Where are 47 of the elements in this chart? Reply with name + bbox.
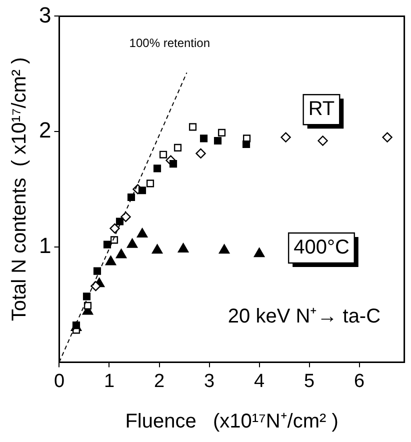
point xyxy=(169,160,178,168)
point xyxy=(110,223,120,234)
point xyxy=(126,238,138,248)
x-tick-label: 6 xyxy=(354,370,365,392)
point xyxy=(138,186,146,194)
point xyxy=(146,180,154,188)
x-axis-title: Fluence (x10¹⁷N⁺/cm² ) xyxy=(125,410,338,433)
y-tick-label: 1 xyxy=(38,232,52,258)
x-tick-label: 2 xyxy=(154,370,165,392)
x-tick-label: 5 xyxy=(304,370,315,392)
point xyxy=(254,248,265,258)
point xyxy=(178,243,189,253)
point xyxy=(90,280,101,292)
point xyxy=(116,218,124,226)
point xyxy=(84,302,92,310)
point xyxy=(105,256,116,266)
x-tick-label: 4 xyxy=(254,370,265,392)
point xyxy=(159,150,168,158)
point xyxy=(318,136,328,146)
y-tick-label: 3 xyxy=(38,2,52,28)
x-tick-label: 0 xyxy=(54,370,65,392)
point xyxy=(152,244,163,254)
annotation: 20 keV N⁺→ ta-C xyxy=(228,306,381,328)
point xyxy=(103,240,112,248)
point xyxy=(196,148,206,159)
y-axis-title: Total N contents ( x10¹⁷/cm² ) xyxy=(8,57,31,322)
annotation: 100% retention xyxy=(129,36,210,50)
annotation: RT xyxy=(308,98,335,120)
point xyxy=(174,144,182,152)
point xyxy=(382,132,392,142)
y-tick-label: 2 xyxy=(38,118,52,143)
point xyxy=(136,228,148,238)
point xyxy=(200,134,208,142)
x-tick-label: 1 xyxy=(104,370,115,392)
point xyxy=(82,292,91,300)
point xyxy=(242,140,250,148)
point xyxy=(153,164,162,172)
point xyxy=(188,123,197,131)
x-tick-label: 3 xyxy=(204,370,215,392)
point xyxy=(93,267,102,275)
point xyxy=(116,248,127,258)
point xyxy=(214,136,222,145)
point xyxy=(280,132,291,142)
point xyxy=(218,244,230,254)
point xyxy=(127,193,136,202)
annotation: 400°C xyxy=(294,236,350,259)
point xyxy=(218,128,226,136)
